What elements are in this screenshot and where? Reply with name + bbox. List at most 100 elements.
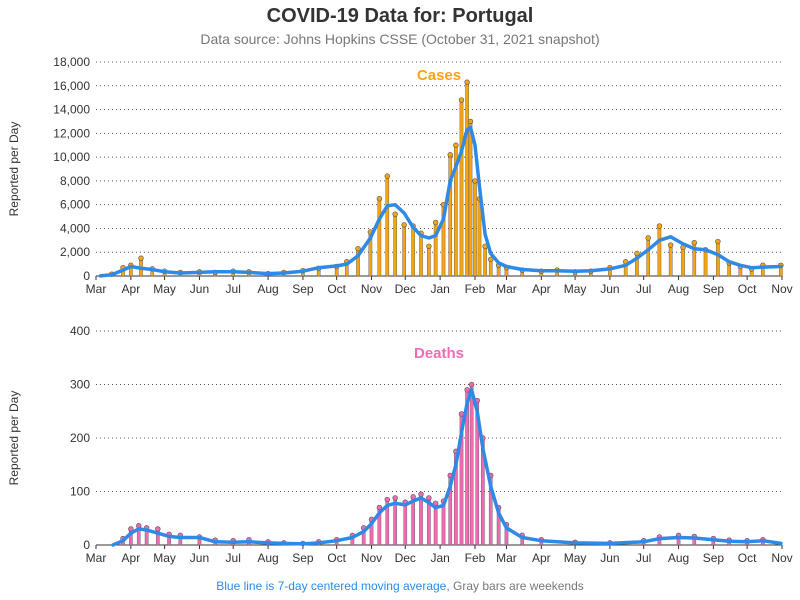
y-tick-label: 400 — [70, 324, 90, 338]
panel-title: Deaths — [414, 345, 464, 362]
daily-bar — [393, 213, 397, 277]
x-tick-label: Mar — [86, 551, 107, 565]
daily-point — [667, 242, 674, 248]
x-tick-label: Jan — [430, 282, 449, 296]
x-tick-label: Jun — [600, 282, 619, 296]
daily-bar — [469, 384, 474, 546]
cases-chart: 0 2,000 4,000 6,000 8,000 10,000 12,000 14,000 1… — [7, 55, 793, 296]
daily-bar — [646, 237, 650, 277]
daily-point — [464, 387, 470, 393]
x-tick-label: Jul — [636, 551, 651, 565]
x-tick-label: Nov — [361, 551, 382, 565]
daily-bar — [703, 249, 708, 277]
y-tick-label: 200 — [70, 431, 90, 445]
x-tick-label: Oct — [738, 551, 757, 565]
x-tick-label: Jun — [190, 551, 209, 565]
daily-bar — [681, 247, 685, 277]
y-tick-label: 0 — [83, 269, 90, 283]
daily-bar — [419, 493, 423, 546]
daily-bar — [448, 154, 453, 277]
y-tick-label: 2,000 — [60, 245, 90, 259]
daily-point — [645, 235, 651, 241]
x-tick-label: May — [153, 551, 176, 565]
y-tick-label: 18,000 — [53, 55, 90, 69]
x-tick-label: Feb — [465, 282, 486, 296]
deaths-chart: 0 100 200 300 400 Mar Apr May Jun Jul Aug Sep Oct Nov… — [7, 324, 793, 565]
daily-bar — [385, 175, 390, 277]
x-tick-label: Mar — [86, 282, 107, 296]
x-tick-label: Sep — [703, 282, 725, 296]
x-tick-label: Apr — [122, 551, 141, 565]
x-tick-label: Mar — [496, 282, 517, 296]
x-tick-label: Mar — [496, 551, 517, 565]
y-tick-label: 0 — [83, 538, 90, 552]
moving-average-note: Blue line is 7-day centered moving avera… — [216, 579, 450, 593]
daily-point — [426, 243, 432, 249]
daily-point — [392, 211, 398, 217]
x-tick-label: May — [153, 282, 176, 296]
x-tick-label: Nov — [771, 282, 792, 296]
x-tick-label: Feb — [465, 551, 486, 565]
y-axis-title: Reported per Day — [7, 391, 21, 486]
daily-bar — [441, 500, 446, 546]
x-tick-label: Oct — [327, 282, 346, 296]
daily-point — [488, 256, 494, 263]
y-tick-label: 12,000 — [53, 126, 90, 140]
y-tick-label: 4,000 — [60, 221, 90, 235]
x-tick-label: Jan — [430, 551, 449, 565]
daily-point — [384, 496, 390, 503]
daily-point — [392, 495, 398, 501]
x-tick-label: Sep — [292, 282, 314, 296]
x-tick-label: Jul — [226, 551, 241, 565]
daily-point — [656, 223, 663, 229]
weekend-note: Gray bars are weekends — [453, 579, 584, 593]
daily-bar — [377, 198, 382, 277]
page-subtitle: Data source: Johns Hopkins CSSE (October… — [200, 31, 600, 47]
y-tick-label: 14,000 — [53, 103, 90, 117]
daily-bar — [459, 99, 464, 277]
x-tick-label: Aug — [257, 551, 278, 565]
daily-point — [691, 240, 697, 246]
daily-bar — [657, 225, 662, 277]
daily-bar — [411, 225, 415, 277]
x-tick-label: Jul — [636, 282, 651, 296]
daily-bar — [403, 501, 408, 546]
daily-bar — [419, 232, 423, 277]
daily-point — [376, 504, 383, 511]
daily-point — [384, 173, 390, 179]
daily-bar — [716, 241, 720, 277]
daily-point — [464, 79, 470, 85]
x-tick-label: Oct — [327, 551, 346, 565]
daily-bar — [668, 244, 673, 277]
x-tick-label: Sep — [703, 551, 725, 565]
daily-point — [426, 495, 432, 501]
daily-point — [376, 196, 383, 202]
y-tick-label: 100 — [70, 485, 90, 499]
x-tick-label: Jun — [190, 282, 209, 296]
daily-point — [634, 250, 640, 257]
daily-bar — [473, 180, 477, 277]
panel-title: Cases — [417, 67, 461, 84]
daily-point — [447, 152, 453, 158]
daily-bar — [402, 224, 406, 277]
daily-point — [467, 118, 474, 125]
moving-average-line — [98, 125, 783, 278]
x-tick-label: Aug — [668, 551, 689, 565]
x-tick-label: Oct — [738, 282, 757, 296]
page-title: COVID-19 Data for: Portugal — [266, 5, 534, 27]
daily-bar — [468, 121, 473, 277]
x-tick-label: Dec — [395, 282, 416, 296]
daily-point — [418, 491, 424, 497]
x-tick-label: May — [564, 551, 587, 565]
daily-point — [453, 142, 459, 148]
daily-point — [432, 219, 439, 226]
y-tick-label: 300 — [70, 378, 90, 392]
daily-point — [472, 178, 478, 184]
x-tick-label: Apr — [532, 551, 551, 565]
x-tick-label: Aug — [257, 282, 278, 296]
x-tick-label: Apr — [122, 282, 141, 296]
daily-bar — [411, 496, 415, 546]
daily-point — [155, 526, 161, 532]
daily-point — [468, 381, 475, 388]
y-tick-label: 10,000 — [53, 150, 90, 164]
